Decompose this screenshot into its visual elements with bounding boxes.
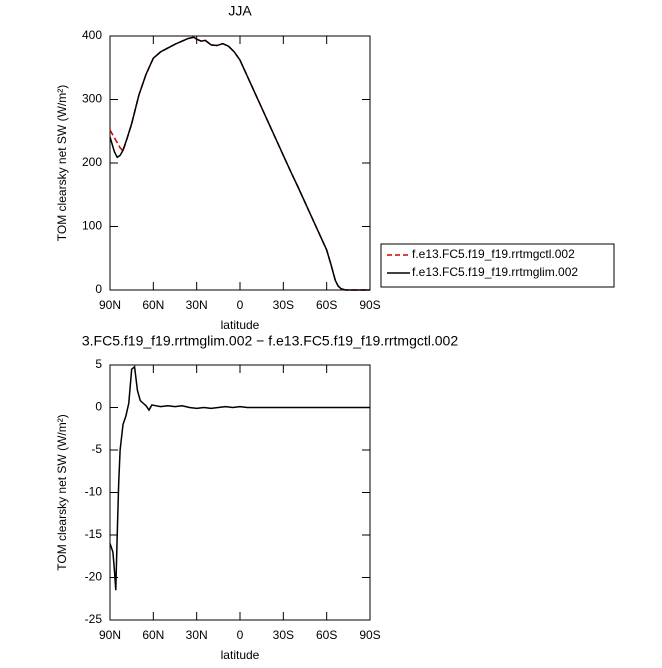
x-tick-label: 90S <box>359 298 380 312</box>
x-tick-label: 60N <box>142 628 164 642</box>
x-tick-label: 90N <box>99 628 121 642</box>
x-axis-label: latitude <box>221 318 260 332</box>
y-tick-label: 200 <box>82 155 102 169</box>
y-tick-label: -15 <box>85 527 103 541</box>
data-line <box>109 36 370 291</box>
legend-box <box>380 243 615 288</box>
legend-label: f.e13.FC5.f19_f19.rrtmgctl.002 <box>412 247 575 261</box>
x-tick-label: 30S <box>273 298 294 312</box>
y-tick-label: 0 <box>95 282 102 296</box>
x-tick-label: 60S <box>316 628 337 642</box>
x-tick-label: 0 <box>237 628 244 642</box>
y-tick-label: 400 <box>82 28 102 42</box>
y-tick-label: 100 <box>82 219 102 233</box>
chart-title: 3.FC5.f19_f19.rrtmglim.002 − f.e13.FC5.f… <box>82 333 458 349</box>
x-tick-label: 60S <box>316 298 337 312</box>
y-tick-label: -5 <box>91 442 102 456</box>
data-line <box>109 36 370 291</box>
data-line <box>109 365 370 591</box>
y-tick-label: -25 <box>85 612 103 626</box>
y-axis-label: TOM clearsky net SW (W/m²) <box>55 85 69 241</box>
x-axis-label: latitude <box>221 648 260 662</box>
plot-frame <box>109 364 371 621</box>
y-tick-label: 5 <box>95 357 102 371</box>
y-axis-label: TOM clearsky net SW (W/m²) <box>55 414 69 570</box>
y-tick-label: 300 <box>82 92 102 106</box>
y-tick-label: 0 <box>95 400 102 414</box>
x-tick-label: 30N <box>186 628 208 642</box>
plot-frame <box>109 35 371 291</box>
x-tick-label: 60N <box>142 298 164 312</box>
x-tick-label: 90N <box>99 298 121 312</box>
legend-label: f.e13.FC5.f19_f19.rrtmglim.002 <box>412 265 578 279</box>
x-tick-label: 90S <box>359 628 380 642</box>
x-tick-label: 30S <box>273 628 294 642</box>
chart-title: JJA <box>228 3 252 19</box>
x-tick-label: 30N <box>186 298 208 312</box>
y-tick-label: -10 <box>85 485 103 499</box>
x-tick-label: 0 <box>237 298 244 312</box>
y-tick-label: -20 <box>85 570 103 584</box>
